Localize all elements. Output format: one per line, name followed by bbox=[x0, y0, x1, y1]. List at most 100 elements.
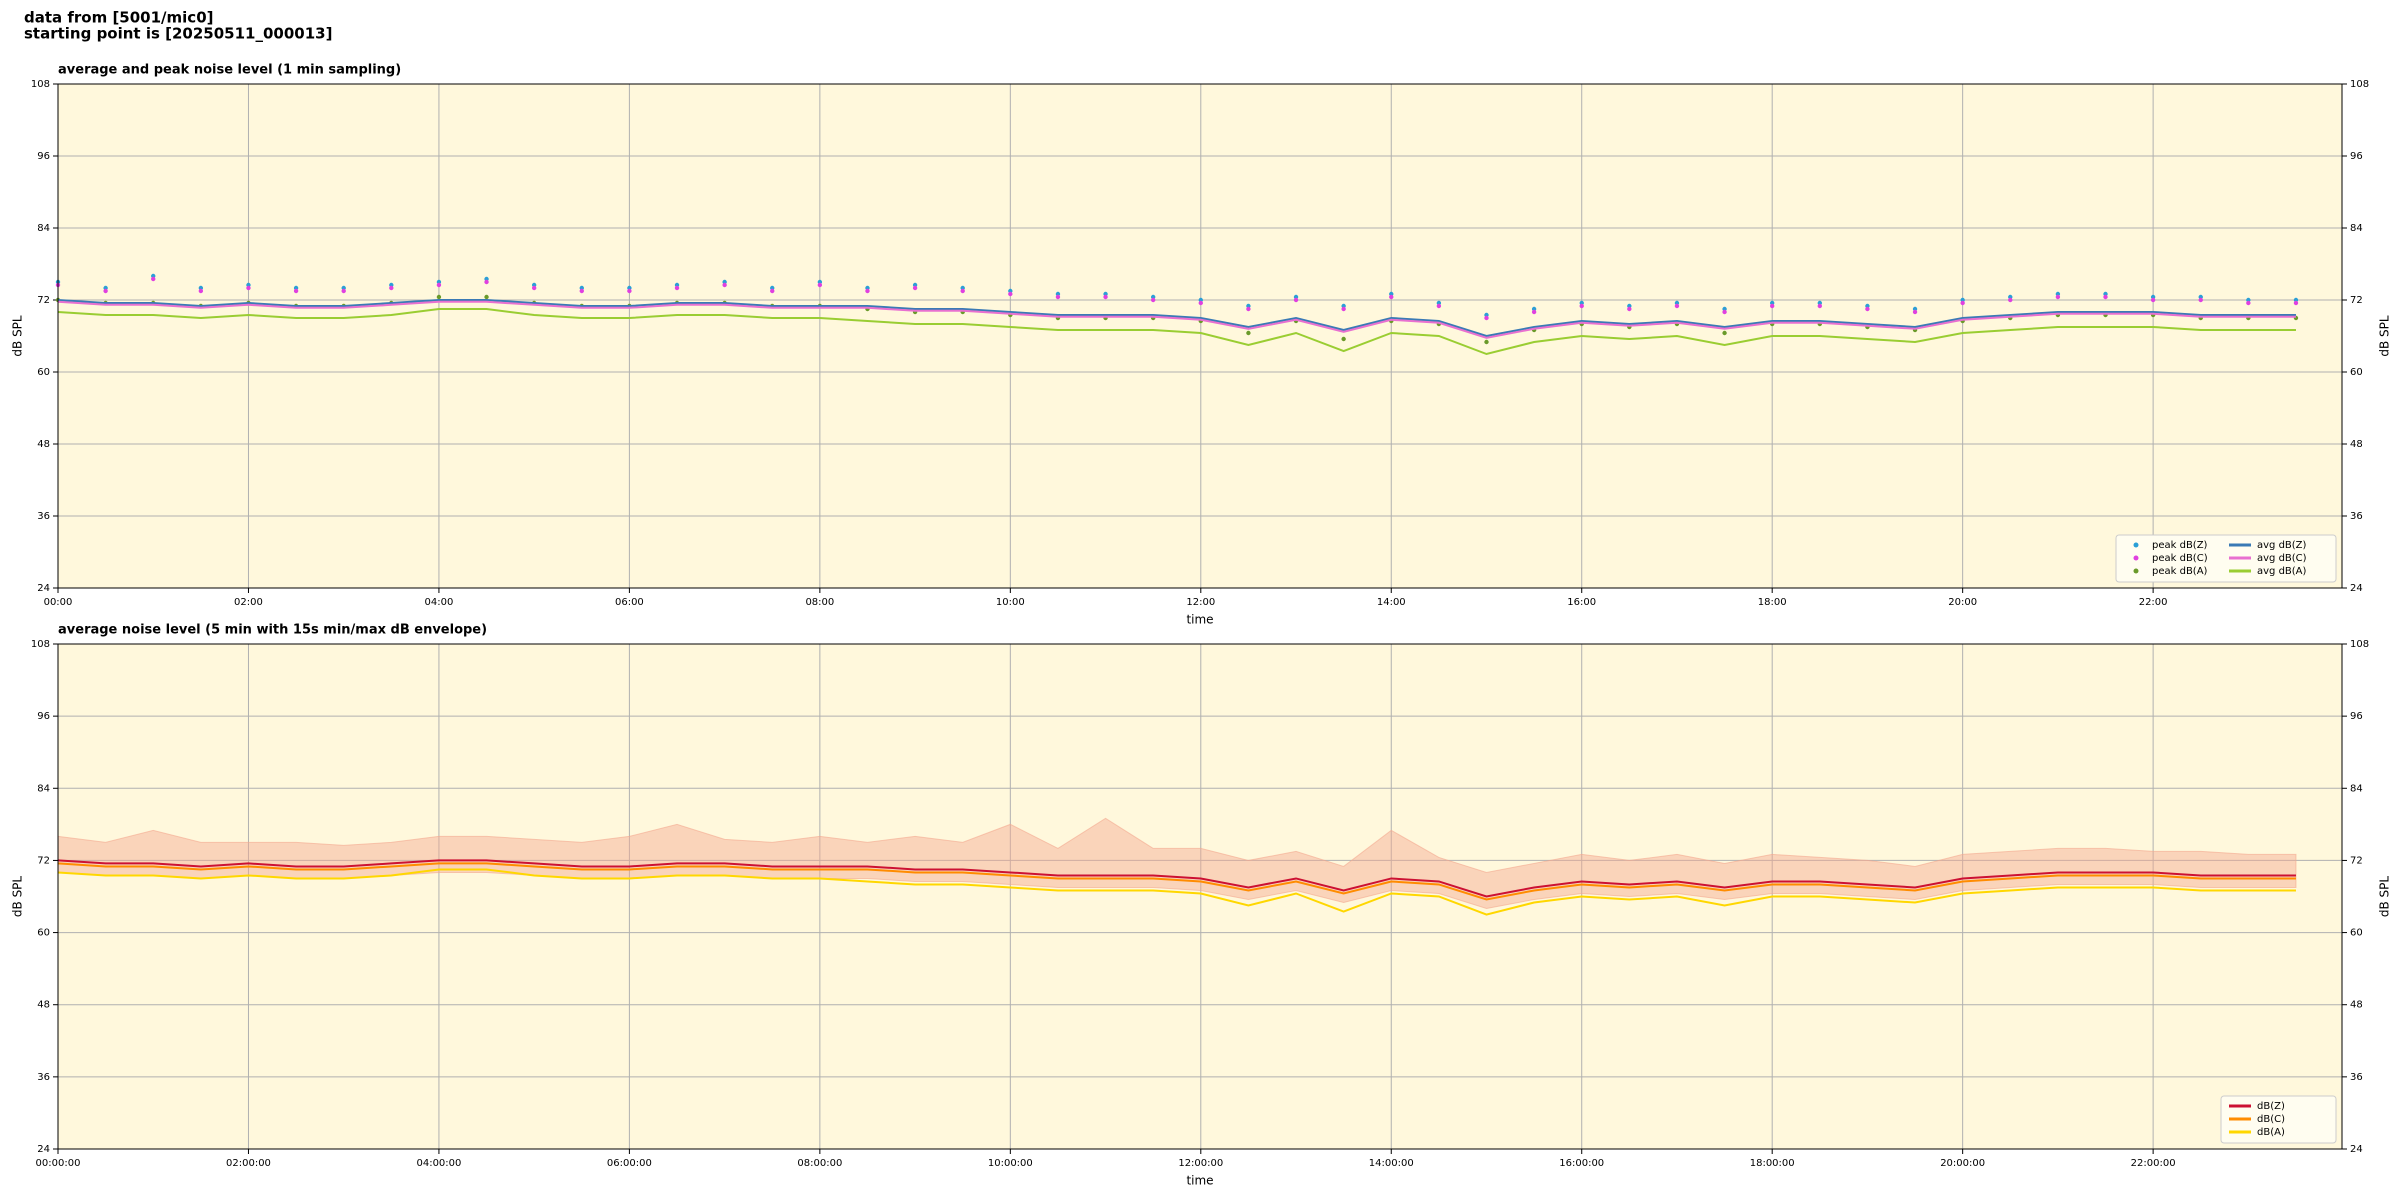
x-tick-label: 02:00:00 bbox=[226, 1158, 271, 1169]
y-tick-label: 108 bbox=[2350, 79, 2369, 90]
y-axis-label: dB SPL bbox=[2378, 315, 2392, 357]
y-tick-label: 48 bbox=[2350, 439, 2363, 450]
y-tick-label: 84 bbox=[37, 223, 50, 234]
series-line bbox=[57, 300, 2296, 339]
peak-point bbox=[1722, 309, 1727, 315]
x-tick-label: 02:00 bbox=[234, 597, 263, 608]
y-tick-label: 96 bbox=[37, 711, 50, 722]
plot-frame bbox=[57, 643, 2343, 1150]
peak-point bbox=[1579, 303, 1584, 309]
y-tick-label: 108 bbox=[31, 639, 50, 650]
legend-marker bbox=[2133, 555, 2139, 561]
y-tick-label: 96 bbox=[2350, 711, 2363, 722]
peak-point bbox=[1341, 336, 1346, 342]
legend-label: dB(Z) bbox=[2257, 1101, 2285, 1112]
peak-point bbox=[1865, 306, 1870, 312]
peak-point bbox=[1484, 339, 1489, 345]
peak-point bbox=[436, 294, 442, 300]
plot-area bbox=[58, 84, 2342, 588]
x-tick-label: 16:00:00 bbox=[1559, 1158, 1604, 1169]
legend-label: avg dB(Z) bbox=[2257, 540, 2307, 551]
y-tick-label: 24 bbox=[2350, 583, 2363, 594]
x-tick-label: 08:00:00 bbox=[797, 1158, 842, 1169]
peak-point bbox=[674, 285, 680, 291]
peak-point bbox=[2293, 300, 2299, 306]
legend-label: peak dB(C) bbox=[2152, 553, 2208, 564]
peak-point bbox=[389, 285, 394, 291]
peak-point bbox=[1246, 306, 1251, 312]
x-tick-label: 06:00:00 bbox=[607, 1158, 652, 1169]
peak-point bbox=[341, 288, 346, 294]
peak-point bbox=[1150, 297, 1156, 303]
peak-point bbox=[1103, 294, 1108, 300]
peak-point bbox=[722, 282, 727, 288]
y-tick-label: 36 bbox=[2350, 511, 2363, 522]
legend-label: peak dB(Z) bbox=[2152, 540, 2208, 551]
peak-point bbox=[1055, 294, 1061, 300]
series-line bbox=[57, 862, 2296, 901]
y-tick-label: 84 bbox=[2350, 223, 2363, 234]
peak-point bbox=[1198, 300, 1203, 306]
y-tick-label: 60 bbox=[2350, 928, 2363, 939]
y-tick-label: 84 bbox=[37, 783, 50, 794]
header-line: starting point is [20250511_000013] bbox=[24, 25, 332, 43]
x-tick-label: 18:00:00 bbox=[1750, 1158, 1795, 1169]
peak-point bbox=[770, 288, 775, 294]
peak-point bbox=[1960, 300, 1965, 306]
peak-point bbox=[2055, 294, 2061, 300]
y-tick-label: 24 bbox=[2350, 1144, 2363, 1155]
plot-frame bbox=[57, 83, 2343, 589]
series-line bbox=[57, 868, 2296, 916]
peak-point bbox=[1436, 303, 1442, 309]
y-tick-label: 96 bbox=[37, 151, 50, 162]
peak-point bbox=[198, 288, 204, 294]
peak-point bbox=[1389, 294, 1394, 300]
y-tick-label: 48 bbox=[37, 439, 50, 450]
legend-label: avg dB(C) bbox=[2257, 553, 2307, 564]
y-tick-label: 108 bbox=[2350, 639, 2369, 650]
y-tick-label: 84 bbox=[2350, 783, 2363, 794]
x-tick-label: 20:00:00 bbox=[1940, 1158, 1985, 1169]
peak-point bbox=[246, 285, 251, 291]
legend-box bbox=[2115, 534, 2337, 583]
x-tick-label: 20:00 bbox=[1948, 597, 1977, 608]
peak-point bbox=[1484, 315, 1489, 321]
x-tick-label: 10:00 bbox=[996, 597, 1025, 608]
x-tick-label: 08:00 bbox=[805, 597, 834, 608]
x-tick-label: 18:00 bbox=[1758, 597, 1787, 608]
peak-point bbox=[1293, 297, 1299, 303]
peak-point bbox=[1912, 309, 1918, 315]
x-tick-label: 00:00 bbox=[44, 597, 73, 608]
peak-point bbox=[912, 285, 918, 291]
legend-label: avg dB(A) bbox=[2257, 566, 2307, 577]
y-tick-label: 60 bbox=[37, 367, 50, 378]
x-tick-label: 06:00 bbox=[615, 597, 644, 608]
x-axis-label: time bbox=[1186, 613, 1213, 627]
header-line: data from [5001/mic0] bbox=[24, 9, 214, 27]
chart-title: average noise level (5 min with 15s min/… bbox=[58, 623, 487, 638]
x-tick-label: 04:00 bbox=[425, 597, 454, 608]
peak-point bbox=[1531, 309, 1537, 315]
y-tick-label: 72 bbox=[2350, 295, 2363, 306]
y-axis-label: dB SPL bbox=[11, 876, 25, 918]
y-tick-label: 72 bbox=[37, 295, 50, 306]
x-tick-label: 22:00 bbox=[2139, 597, 2168, 608]
legend-label: dB(C) bbox=[2257, 1114, 2285, 1125]
peak-point bbox=[2008, 297, 2013, 303]
peak-point bbox=[436, 282, 442, 288]
peak-point bbox=[960, 288, 965, 294]
y-axis-label: dB SPL bbox=[11, 315, 25, 357]
peak-point bbox=[2246, 300, 2251, 306]
x-tick-label: 10:00:00 bbox=[988, 1158, 1033, 1169]
peak-point bbox=[1246, 330, 1251, 336]
peak-point bbox=[1722, 330, 1727, 336]
peak-point bbox=[2150, 297, 2156, 303]
y-tick-label: 48 bbox=[2350, 1000, 2363, 1011]
y-tick-label: 36 bbox=[37, 1072, 50, 1083]
x-tick-label: 14:00:00 bbox=[1369, 1158, 1414, 1169]
legend-marker bbox=[2133, 568, 2139, 574]
peak-point bbox=[1817, 303, 1823, 309]
peak-point bbox=[865, 288, 870, 294]
x-tick-label: 00:00:00 bbox=[36, 1158, 81, 1169]
x-tick-label: 22:00:00 bbox=[2131, 1158, 2176, 1169]
